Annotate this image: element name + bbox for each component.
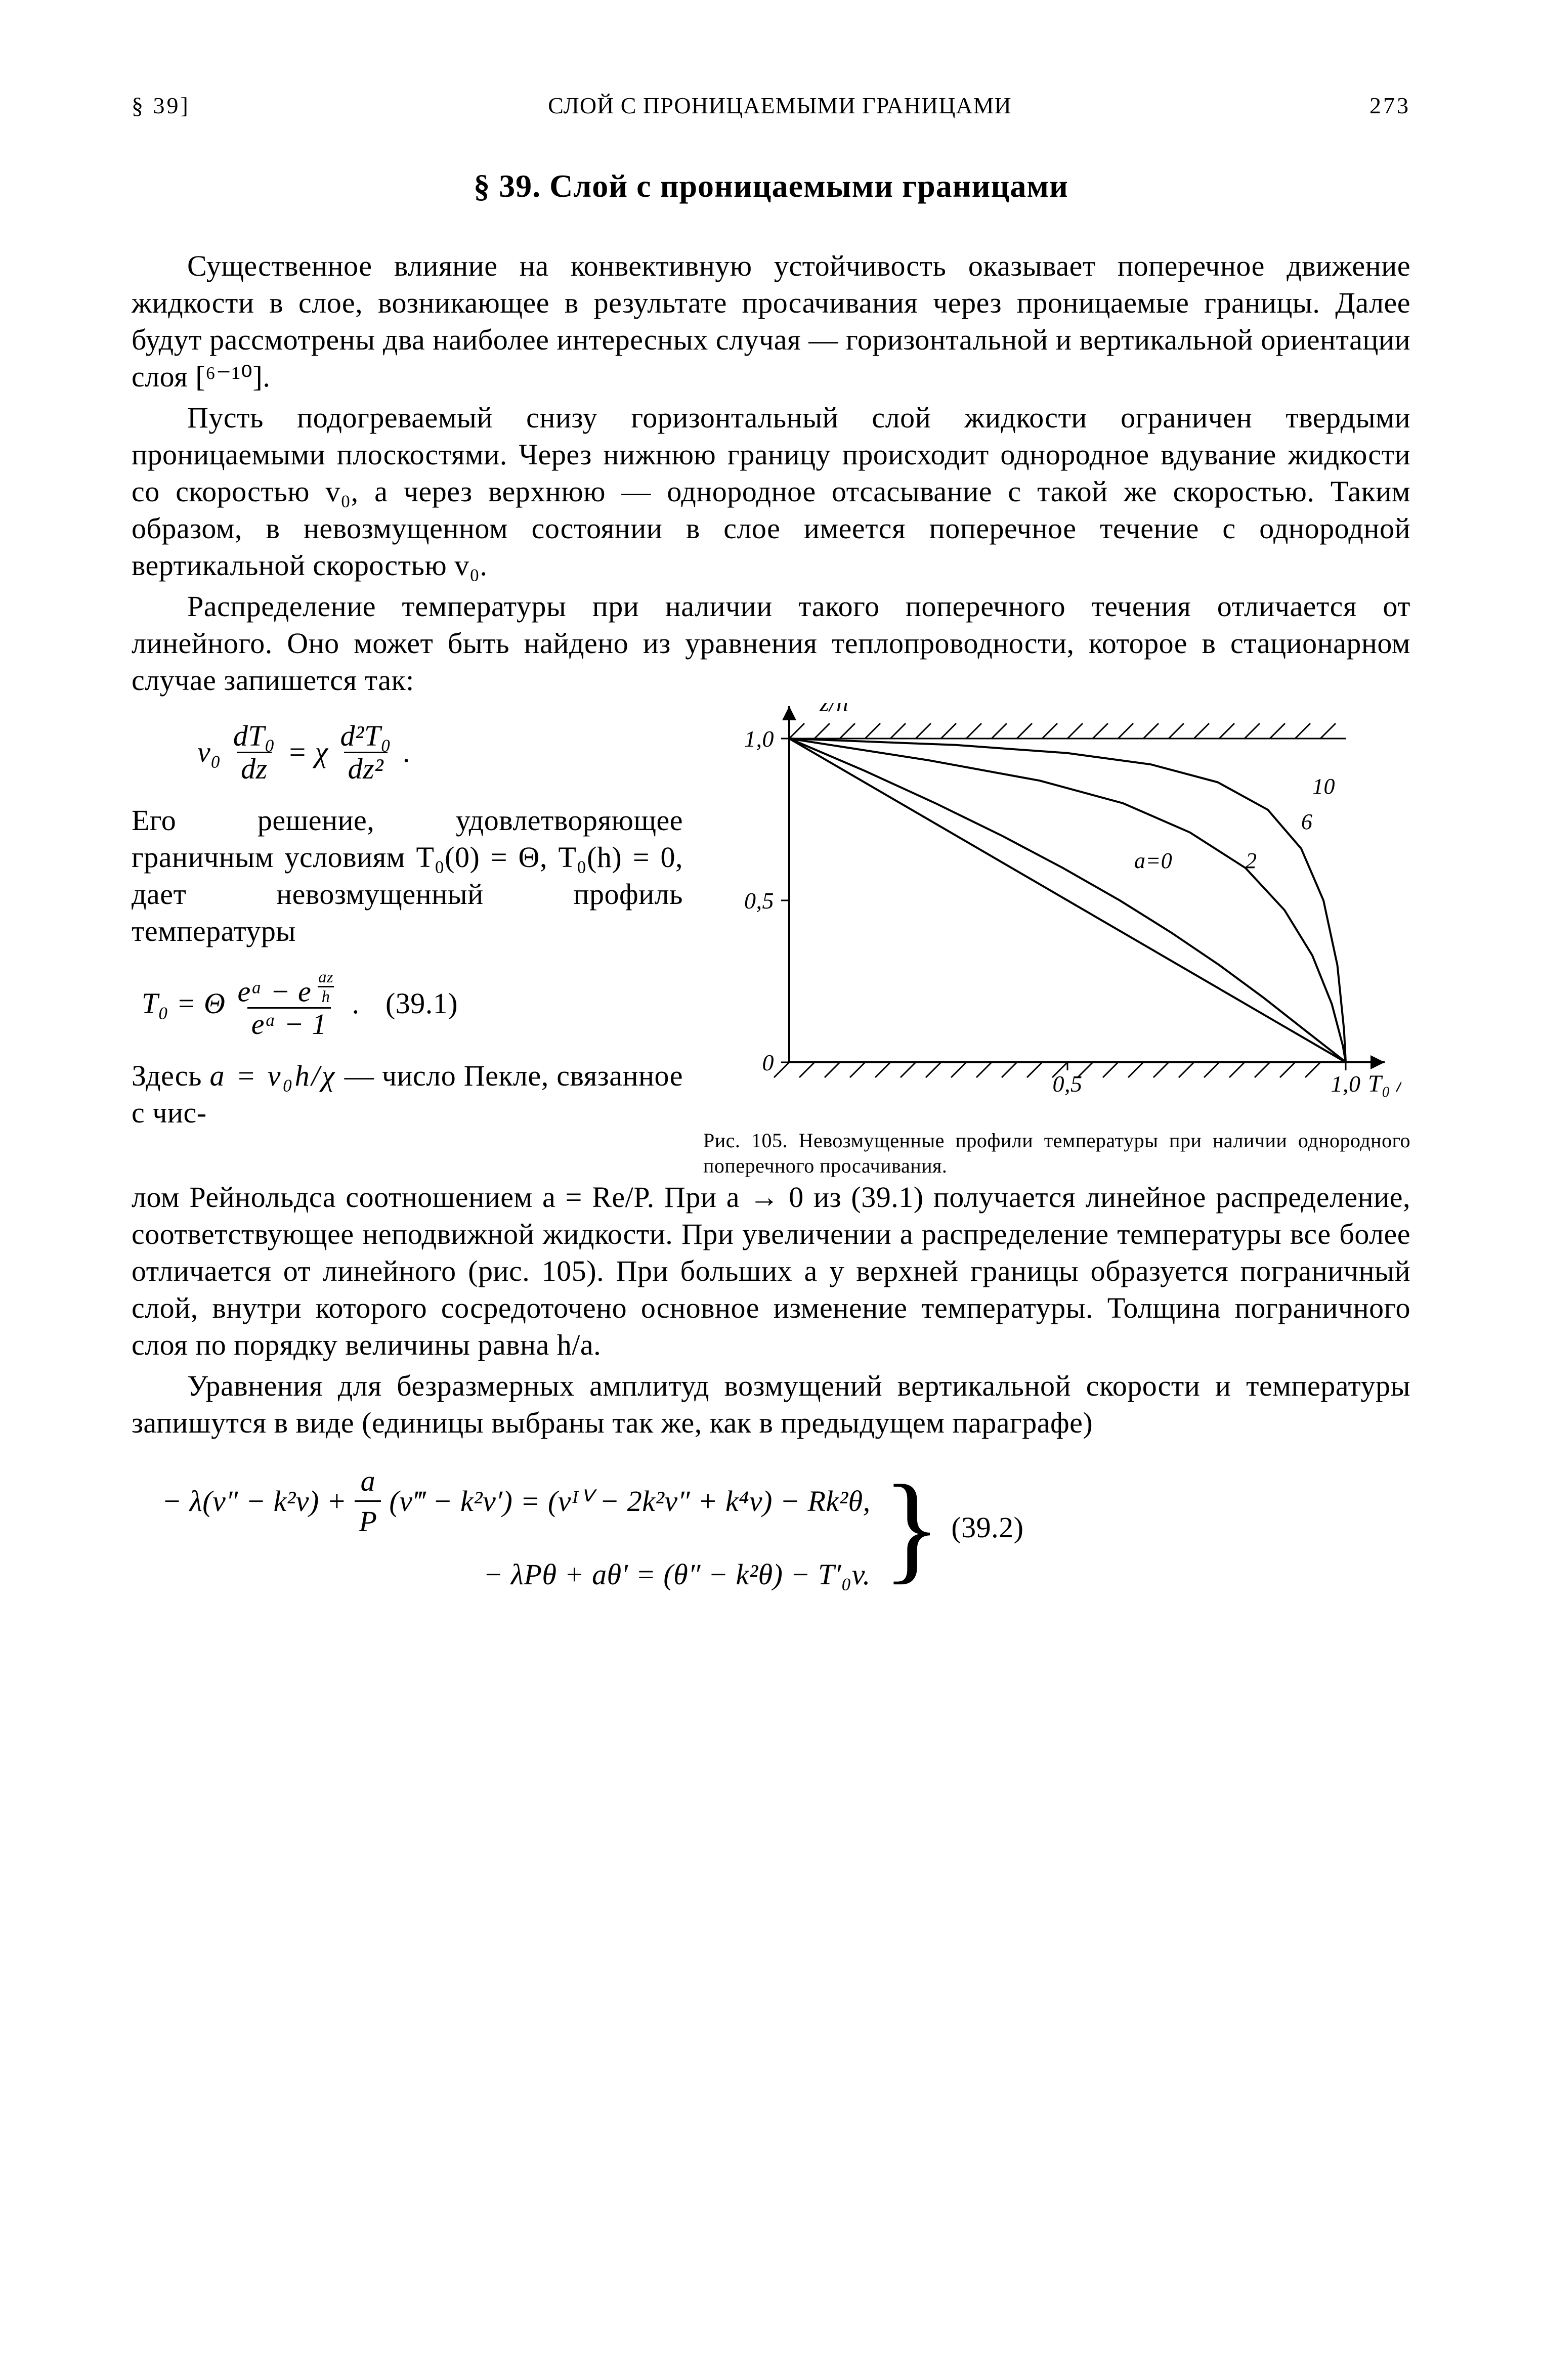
eq-39-2-line1: − λ(v″ − k²v) + a P (v‴ − k²v′) = (vᴵⱽ −…	[162, 1461, 871, 1541]
eq-39-2-line2: − λPθ + aθ′ = (θ″ − k²θ) − T′₀v.	[483, 1556, 870, 1593]
paragraph-1: Существенное влияние на конвективную уст…	[132, 247, 1410, 395]
a-definition: a = v₀h/χ	[210, 1059, 337, 1092]
eq-dot: .	[353, 989, 360, 1018]
svg-text:0,5: 0,5	[744, 888, 774, 914]
eq-frac: dT₀ dz	[229, 720, 279, 785]
system-brace: }	[883, 1461, 941, 1593]
svg-text:1,0: 1,0	[744, 726, 774, 752]
rh-section: § 39]	[132, 91, 190, 120]
svg-text:10: 10	[1312, 773, 1335, 798]
page: § 39] СЛОЙ С ПРОНИЦАЕМЫМИ ГРАНИЦАМИ 273 …	[0, 0, 1542, 2380]
eq-sym: T₀ = Θ	[142, 989, 225, 1018]
figure-caption: Рис. 105. Невозмущенные профили температ…	[703, 1128, 1410, 1179]
eq-number: (39.1)	[386, 989, 458, 1018]
rh-title: СЛОЙ С ПРОНИЦАЕМЫМИ ГРАНИЦАМИ	[190, 91, 1369, 120]
two-column-block: v₀ dT₀ dz = χ d²T₀ dz² . Его решение, уд…	[132, 703, 1410, 1179]
equation-heat: v₀ dT₀ dz = χ d²T₀ dz² .	[197, 720, 683, 785]
eq-sym: = χ	[287, 738, 328, 767]
system-equations: − λ(v″ − k²v) + a P (v‴ − k²v′) = (vᴵⱽ −…	[162, 1461, 883, 1593]
svg-text:0: 0	[762, 1050, 775, 1075]
svg-text:z/h: z/h	[819, 703, 849, 717]
paragraph-5: Уравнения для безразмерных амплитуд возм…	[132, 1367, 1410, 1441]
paragraph-2: Пусть подогреваемый снизу горизонтальный…	[132, 399, 1410, 584]
paragraph-4: лом Рейнольдса соотношением a = Re/P. Пр…	[132, 1179, 1410, 1363]
eq-frac: a P	[355, 1461, 381, 1541]
paragraph-left-1: Его решение, удовлетворяющее граничным у…	[132, 802, 683, 949]
eq-number: (39.2)	[941, 1461, 1023, 1593]
svg-text:T₀ /Θ: T₀ /Θ	[1368, 1070, 1401, 1097]
right-column: 00,51,00,51,0z/hT₀ /Θa=02610 Рис. 105. Н…	[703, 703, 1410, 1179]
paragraph-left-2: Здесь a = v₀h/χ — число Пекле, связанное…	[132, 1057, 683, 1131]
eq-sym: v₀	[197, 738, 221, 767]
eq-frac: eᵃ − eazh eᵃ − 1	[233, 967, 345, 1040]
equation-39-1: T₀ = Θ eᵃ − eazh eᵃ − 1 . (39.1)	[142, 967, 683, 1040]
equation-system-39-2: − λ(v″ − k²v) + a P (v‴ − k²v′) = (vᴵⱽ −…	[162, 1461, 1410, 1593]
section-title: § 39. Слой с проницаемыми границами	[132, 166, 1410, 207]
left-column: v₀ dT₀ dz = χ d²T₀ dz² . Его решение, уд…	[132, 703, 683, 1136]
svg-text:1,0: 1,0	[1331, 1071, 1361, 1097]
figure-105-chart: 00,51,00,51,0z/hT₀ /Θa=02610	[703, 703, 1401, 1118]
paragraph-3: Распределение температуры при наличии та…	[132, 588, 1410, 699]
rh-page-number: 273	[1369, 91, 1410, 120]
svg-text:a=0: a=0	[1134, 848, 1172, 873]
eq-dot: .	[403, 738, 411, 767]
svg-text:0,5: 0,5	[1053, 1071, 1083, 1097]
eq-frac: d²T₀ dz²	[336, 720, 396, 785]
svg-text:6: 6	[1301, 809, 1313, 834]
running-head: § 39] СЛОЙ С ПРОНИЦАЕМЫМИ ГРАНИЦАМИ 273	[132, 91, 1410, 120]
